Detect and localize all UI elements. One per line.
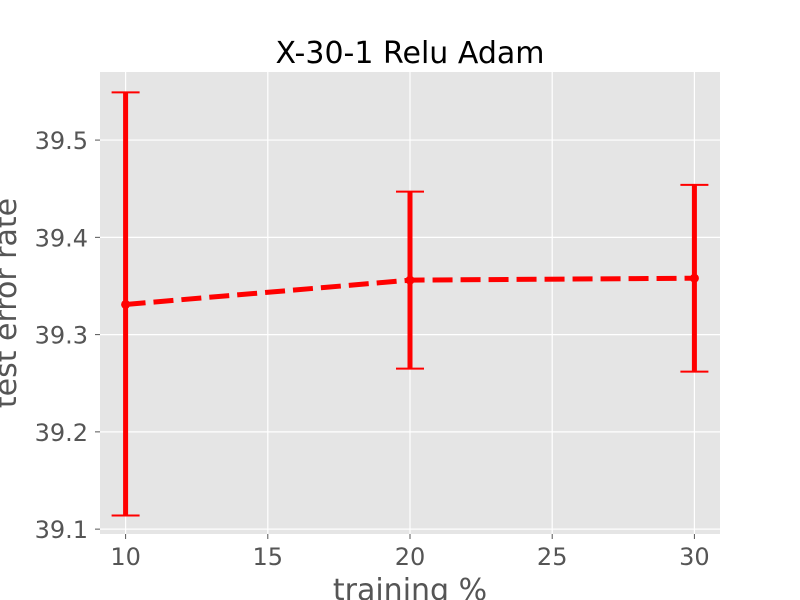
y-tick-label: 39.4 — [35, 224, 88, 252]
x-tick-label: 20 — [395, 543, 426, 571]
x-tick-label: 10 — [110, 543, 141, 571]
y-axis-ticks: 39.1 39.2 39.3 39.4 39.5 — [35, 127, 100, 544]
data-point — [121, 299, 131, 309]
y-tick-label: 39.5 — [35, 127, 88, 155]
x-axis-label: training % — [333, 573, 487, 600]
y-tick-label: 39.1 — [35, 516, 88, 544]
y-tick-label: 39.3 — [35, 322, 88, 350]
x-axis-ticks: 10 15 20 25 30 — [110, 534, 710, 571]
x-tick-label: 30 — [679, 543, 710, 571]
data-point — [689, 273, 699, 283]
data-point — [405, 275, 415, 285]
series-layer — [111, 91, 709, 517]
x-tick-label: 25 — [537, 543, 568, 571]
x-tick-label: 15 — [253, 543, 284, 571]
chart-title: X-30-1 Relu Adam — [276, 36, 545, 71]
y-axis-label: test error rate — [0, 198, 24, 408]
y-tick-label: 39.2 — [35, 419, 88, 447]
